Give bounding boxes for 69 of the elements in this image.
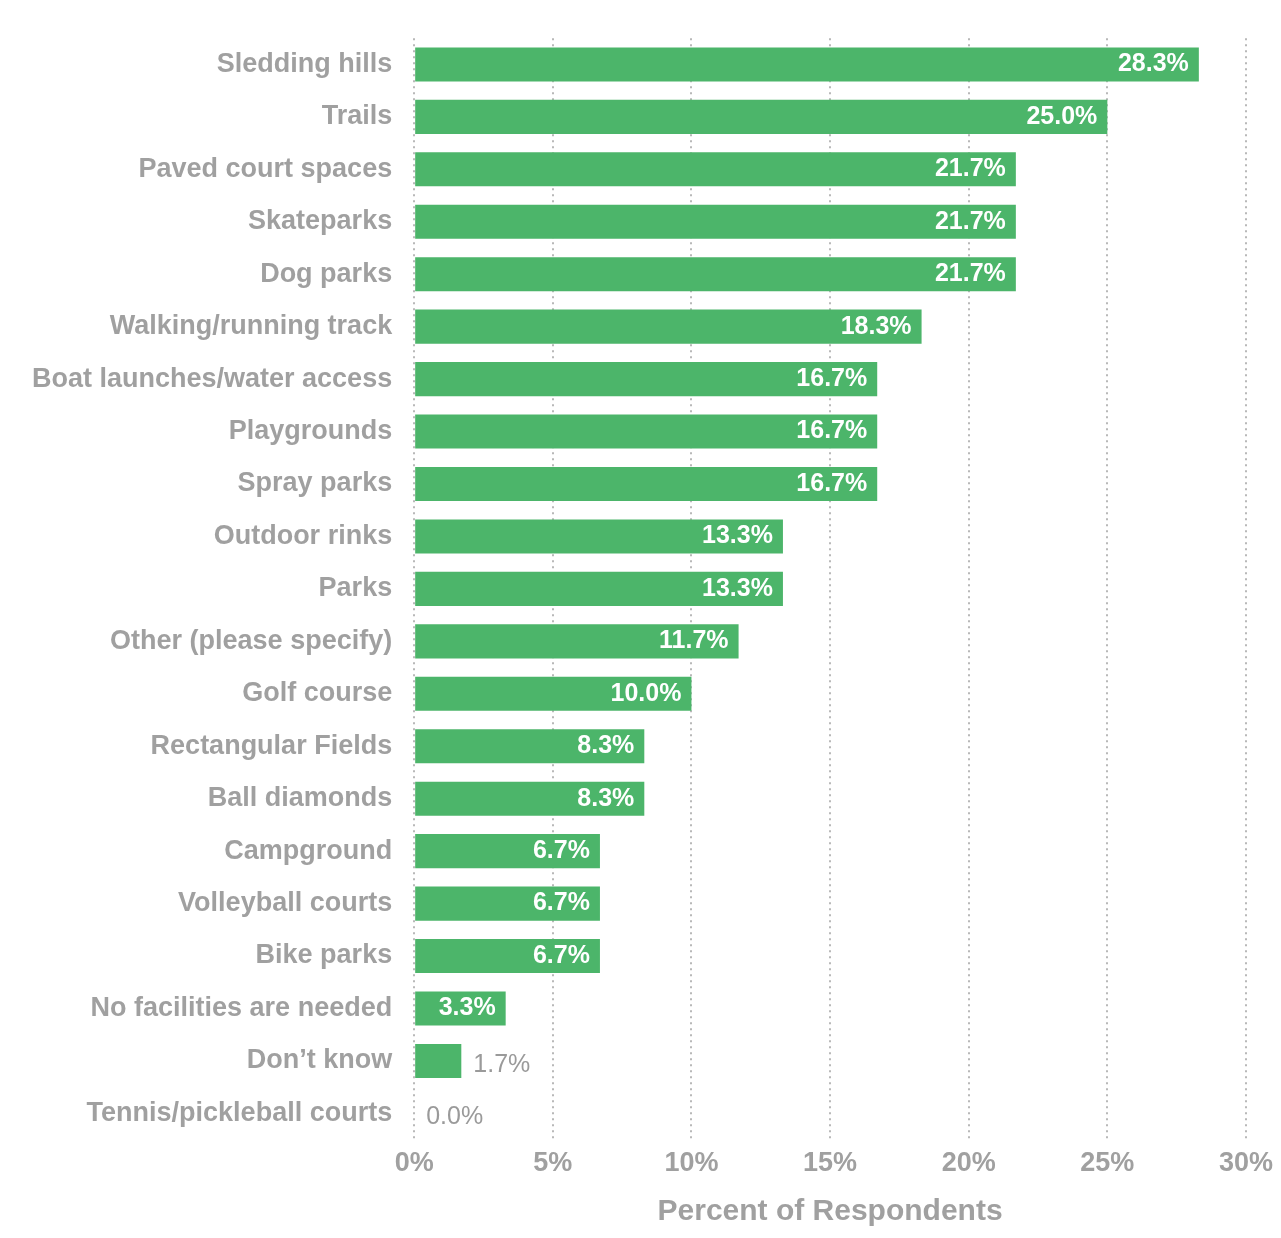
y-tick-label: Trails — [321, 100, 393, 131]
y-tick-label: Campground — [224, 834, 393, 865]
y-tick-label: Golf course — [242, 677, 393, 708]
x-tick-label: 10% — [664, 1147, 719, 1178]
data-label: 6.7% — [532, 887, 590, 916]
y-tick-label: Rectangular Fields — [150, 729, 393, 760]
bar — [415, 624, 739, 659]
bar — [415, 886, 600, 921]
data-label: 0.0% — [426, 1101, 484, 1130]
bar — [415, 466, 878, 502]
y-tick-label: Outdoor rinks — [213, 519, 393, 550]
bar — [415, 309, 922, 344]
y-tick-label: Parks — [318, 572, 393, 603]
x-tick-label: 15% — [803, 1147, 858, 1178]
bar — [415, 204, 1016, 239]
x-tick-label: 25% — [1080, 1147, 1135, 1178]
y-tick-label: Ball diamonds — [207, 782, 393, 813]
bar — [415, 1043, 462, 1078]
data-label: 8.3% — [577, 782, 635, 811]
bar — [415, 519, 783, 554]
data-label: 13.3% — [702, 572, 773, 601]
bar — [415, 414, 878, 449]
y-tick-label: Boat launches/water access — [31, 362, 393, 393]
y-tick-label: Bike parks — [255, 939, 393, 970]
data-label: 6.7% — [532, 835, 590, 864]
data-label: 21.7% — [934, 153, 1006, 182]
data-label: 11.7% — [659, 625, 729, 654]
y-tick-label: Skateparks — [248, 205, 393, 236]
data-label: 1.7% — [473, 1048, 531, 1077]
bar — [415, 362, 878, 397]
x-tick-label: 0% — [394, 1147, 434, 1178]
data-label: 16.7% — [796, 467, 868, 496]
data-label: 6.7% — [532, 939, 590, 968]
y-tick-label: Tennis/pickleball courts — [86, 1096, 393, 1127]
y-tick-label: Paved court spaces — [138, 152, 393, 183]
y-tick-label: Don’t know — [246, 1044, 394, 1075]
data-label: 13.3% — [702, 520, 773, 549]
x-tick-label: 20% — [941, 1147, 996, 1178]
x-tick-label: 5% — [533, 1147, 573, 1178]
y-tick-label: Walking/running track — [109, 310, 394, 341]
y-tick-label: Playgrounds — [228, 415, 393, 446]
y-tick-label: No facilities are needed — [90, 991, 393, 1022]
y-tick-label: Sledding hills — [216, 47, 393, 78]
bar — [415, 729, 645, 764]
bar — [415, 571, 783, 606]
data-label: 18.3% — [840, 310, 912, 339]
bar — [415, 152, 1016, 187]
bar — [415, 257, 1016, 292]
data-label: 10.0% — [610, 677, 682, 706]
x-tick-label: 30% — [1218, 1147, 1273, 1178]
data-label: 25.0% — [1026, 100, 1098, 129]
data-label: 21.7% — [934, 205, 1006, 234]
bar — [415, 47, 1199, 82]
bar — [415, 781, 645, 816]
data-label: 3.3% — [438, 992, 496, 1021]
data-label: 8.3% — [577, 730, 635, 759]
data-label: 21.7% — [934, 258, 1006, 287]
x-axis-title: Percent of Respondents — [657, 1193, 1003, 1227]
data-label: 28.3% — [1117, 48, 1189, 77]
bar — [415, 938, 600, 974]
data-label: 16.7% — [796, 363, 868, 391]
y-tick-label: Volleyball courts — [178, 887, 393, 918]
bar — [415, 676, 692, 711]
y-tick-label: Dog parks — [260, 257, 393, 288]
data-label: 16.7% — [796, 415, 868, 444]
y-tick-label: Other (please specify) — [110, 624, 393, 655]
bar — [415, 834, 600, 869]
y-tick-label: Spray parks — [237, 467, 393, 498]
bar — [415, 99, 1108, 134]
